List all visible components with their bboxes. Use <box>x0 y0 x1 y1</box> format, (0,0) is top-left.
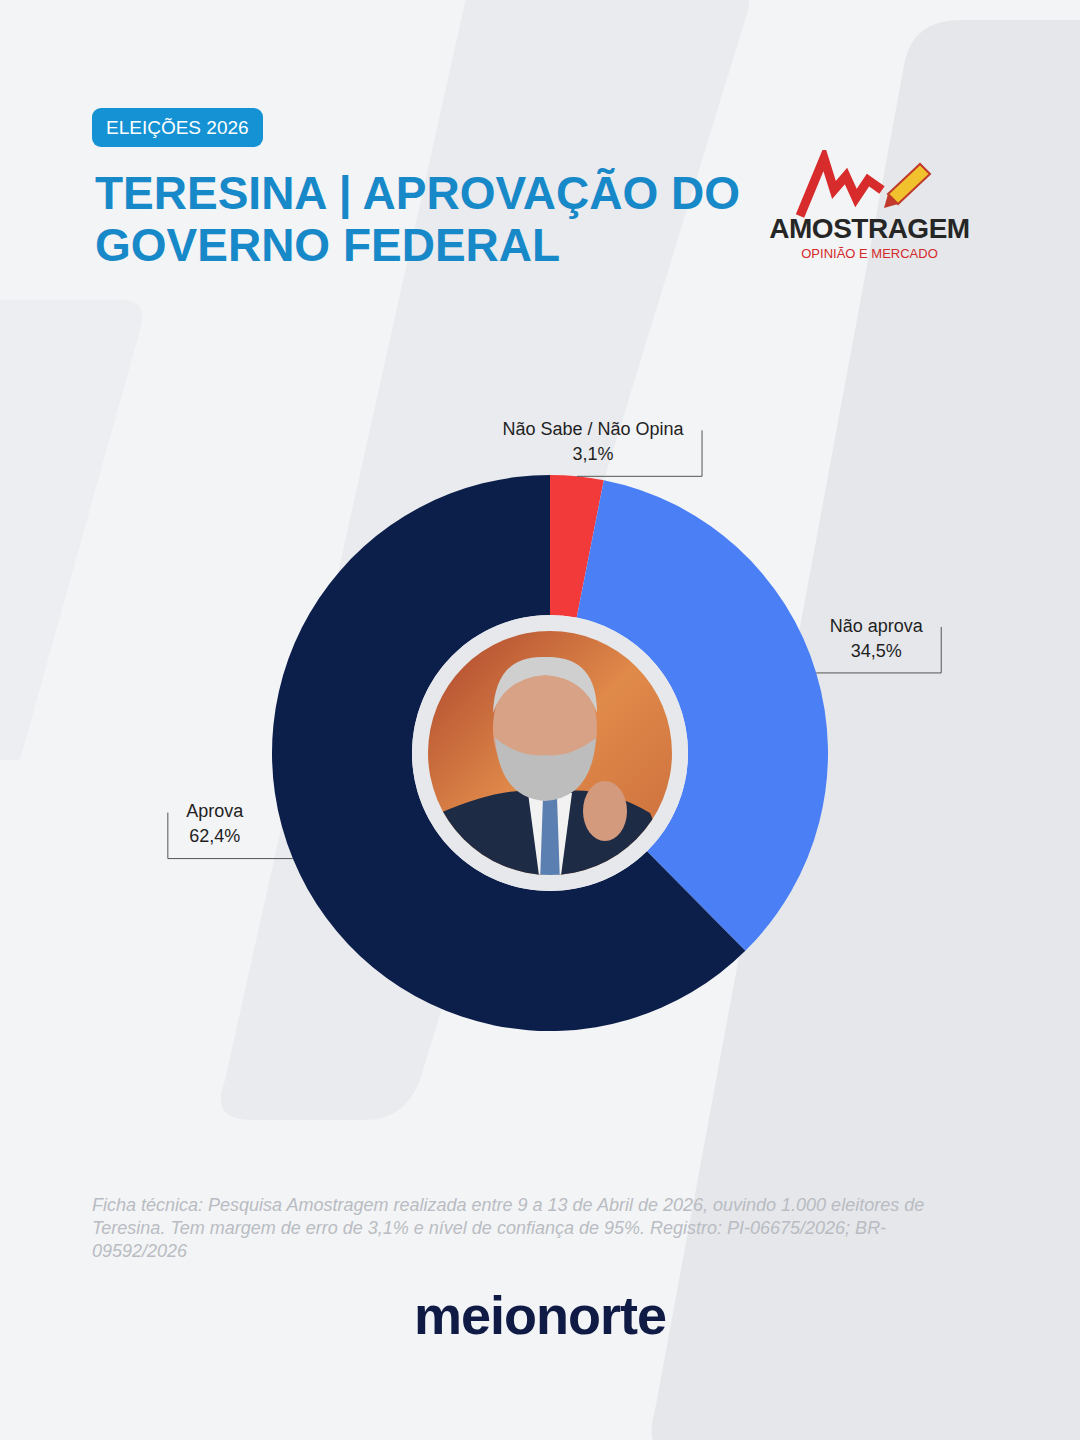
slice-label: Não aprova <box>830 616 924 636</box>
slice-value: 62,4% <box>189 826 240 846</box>
slice-label: Aprova <box>186 801 244 821</box>
slices <box>272 475 828 1031</box>
center-ring <box>412 615 688 891</box>
logo-tagline: OPINIÃO E MERCADO <box>757 246 982 262</box>
leader-line <box>577 430 702 476</box>
portrait-bg <box>420 623 680 883</box>
logo-icon <box>760 150 980 220</box>
portrait <box>420 623 680 883</box>
portrait-hair <box>493 657 597 713</box>
logo-pencil-tip <box>884 194 898 208</box>
slice-value: 3,1% <box>572 444 613 464</box>
footer-note: Ficha técnica: Pesquisa Amostragem reali… <box>92 1194 942 1263</box>
logo-pencil <box>888 164 930 204</box>
logo-name: AMOSTRAGEM <box>757 213 982 245</box>
brand: meionorte <box>0 1284 1080 1346</box>
portrait-shirt <box>528 793 572 883</box>
page: ELEIÇÕES 2026 TERESINA | APROVAÇÃO DO GOV… <box>0 0 1080 1440</box>
badge: ELEIÇÕES 2026 <box>92 108 263 147</box>
leader-line <box>816 627 941 673</box>
slice-value: 34,5% <box>851 641 902 661</box>
portrait-hand <box>583 781 627 841</box>
slice-label: Não Sabe / Não Opina <box>502 419 684 439</box>
portrait-beard <box>495 738 596 801</box>
portrait-tie <box>540 797 560 883</box>
background-stripe <box>0 300 143 760</box>
portrait-suit <box>420 791 680 884</box>
leader-line <box>168 813 293 859</box>
logo-graph <box>800 158 882 216</box>
slice <box>272 475 745 1031</box>
title: TERESINA | APROVAÇÃO DO GOVERNO FEDERAL <box>95 167 755 271</box>
